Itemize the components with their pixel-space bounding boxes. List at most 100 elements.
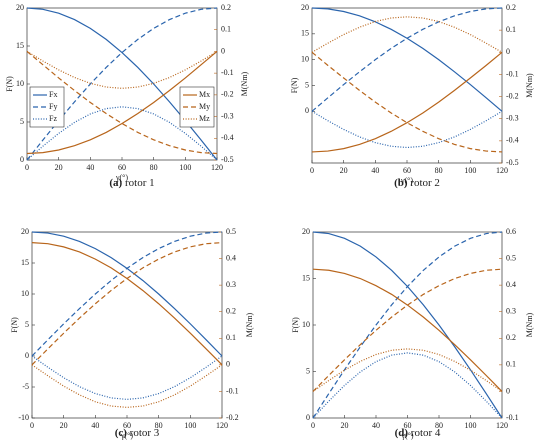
- x-tick-label: 80: [435, 166, 443, 175]
- y-tick-label: 10: [301, 54, 309, 63]
- subplot: 0 20 40 60 80 100 120 0 5 10 15 20 -0.5 -0.4 -0.3 -0.2 -…: [290, 3, 534, 189]
- x-tick-label: 120: [496, 166, 508, 175]
- y-axis-label: F(N): [290, 77, 299, 93]
- y-tick-label: 0: [20, 155, 24, 164]
- y-tick-label: 10: [302, 320, 310, 329]
- legend-label: Fx: [49, 90, 57, 99]
- y2-tick-label: 0.4: [226, 253, 236, 262]
- y2-axis-label: M(Nm): [525, 73, 534, 98]
- series-line: [312, 231, 503, 419]
- series-line: [311, 7, 503, 112]
- y-tick-label: 15: [21, 258, 29, 267]
- series-line: [31, 364, 223, 408]
- series-line: [31, 231, 223, 357]
- caption-label: (d): [395, 427, 409, 439]
- series-line: [312, 268, 503, 392]
- y2-axis-label: M(Nm): [525, 312, 534, 337]
- y-axis-label: F(N): [10, 317, 19, 333]
- y-tick-label: 15: [301, 29, 309, 38]
- legend-label: Mz: [199, 114, 210, 123]
- x-tick-label: 0: [311, 421, 315, 430]
- series-line: [31, 242, 223, 366]
- series-line: [311, 7, 503, 112]
- y2-tick-label: 0.2: [221, 3, 231, 12]
- x-tick-label: 100: [184, 421, 196, 430]
- x-tick-label: 0: [25, 163, 29, 172]
- y2-tick-label: -0.3: [506, 114, 519, 123]
- x-tick-label: 80: [435, 421, 443, 430]
- y2-tick-label: -0.5: [221, 155, 234, 164]
- x-tick-label: 120: [216, 421, 228, 430]
- x-tick-label: 100: [465, 421, 477, 430]
- series-line: [311, 16, 503, 53]
- y2-tick-label: -0.5: [506, 158, 519, 167]
- y-tick-label: -5: [22, 382, 29, 391]
- series-line: [26, 7, 218, 161]
- caption: (d) rotor 4: [395, 427, 441, 439]
- x-tick-label: 40: [371, 166, 379, 175]
- series-line: [26, 7, 218, 161]
- x-tick-label: 20: [55, 163, 63, 172]
- x-tick-label: 0: [310, 166, 314, 175]
- legend-label: Fy: [49, 102, 57, 111]
- series-line: [312, 348, 503, 392]
- x-tick-label: 40: [372, 421, 380, 430]
- series-line: [26, 50, 218, 155]
- x-axis-label: γ(°): [400, 431, 413, 440]
- y2-tick-label: 0: [226, 360, 230, 369]
- x-tick-label: 0: [30, 421, 34, 430]
- x-tick-label: 120: [496, 421, 508, 430]
- y2-tick-label: 0.3: [506, 307, 516, 316]
- subplot: 0 20 40 60 80 100 120 -10 -5 0 5 10 15 20 -0.2 -0.1 0 0.1…: [10, 227, 254, 440]
- x-tick-label: 120: [211, 163, 223, 172]
- y2-tick-label: -0.2: [226, 413, 239, 422]
- y-tick-label: 5: [25, 320, 29, 329]
- series-line: [311, 110, 503, 149]
- caption: (c) rotor 3: [115, 427, 160, 439]
- caption-label: (a): [109, 177, 122, 189]
- y2-tick-label: 0.4: [506, 280, 516, 289]
- y-tick-label: 5: [20, 117, 24, 126]
- y-axis-label: F(N): [291, 317, 300, 333]
- y2-tick-label: 0: [221, 46, 225, 55]
- y2-axis-label: M(Nm): [245, 312, 254, 337]
- plot-frame: [312, 231, 503, 419]
- y2-tick-label: 0.6: [506, 227, 516, 236]
- series-line: [312, 268, 503, 392]
- y-tick-label: 20: [302, 227, 310, 236]
- y2-tick-label: -0.1: [506, 413, 519, 422]
- series-line: [31, 242, 223, 366]
- y2-tick-label: -0.1: [221, 68, 234, 77]
- x-tick-label: 80: [155, 421, 163, 430]
- y-tick-label: 0: [306, 413, 310, 422]
- x-tick-label: 40: [86, 163, 94, 172]
- y2-tick-label: 0.1: [221, 25, 231, 34]
- x-tick-label: 60: [123, 421, 131, 430]
- caption-title: rotor 1: [125, 177, 155, 189]
- y-tick-label: 5: [305, 80, 309, 89]
- subplot: 0 20 40 60 80 100 120 0 5 10 15 20 -0.5 -0.4 -0.3 -0.2 -…: [5, 3, 249, 189]
- y2-tick-label: -0.2: [506, 91, 519, 100]
- caption: (b) rotor 2: [394, 177, 440, 189]
- y-tick-label: 10: [21, 289, 29, 298]
- y-tick-label: 20: [21, 227, 29, 236]
- series-line: [31, 231, 223, 357]
- caption-label: (b): [394, 177, 408, 189]
- x-tick-label: 60: [404, 421, 412, 430]
- y-tick-label: 15: [302, 273, 310, 282]
- legend-label: Fz: [49, 114, 57, 123]
- y-tick-label: 5: [306, 366, 310, 375]
- y-tick-label: 0: [305, 106, 309, 115]
- legend-label: My: [199, 102, 210, 111]
- y-tick-label: 0: [25, 351, 29, 360]
- caption-title: rotor 4: [411, 427, 441, 439]
- series-line: [312, 352, 503, 419]
- x-axis-label: γ(°): [115, 173, 128, 182]
- caption-title: rotor 2: [410, 177, 440, 189]
- series-line: [31, 355, 223, 401]
- x-tick-label: 20: [341, 421, 349, 430]
- x-tick-label: 80: [150, 163, 158, 172]
- y-tick-label: 20: [301, 3, 309, 12]
- y2-tick-label: -0.2: [221, 90, 234, 99]
